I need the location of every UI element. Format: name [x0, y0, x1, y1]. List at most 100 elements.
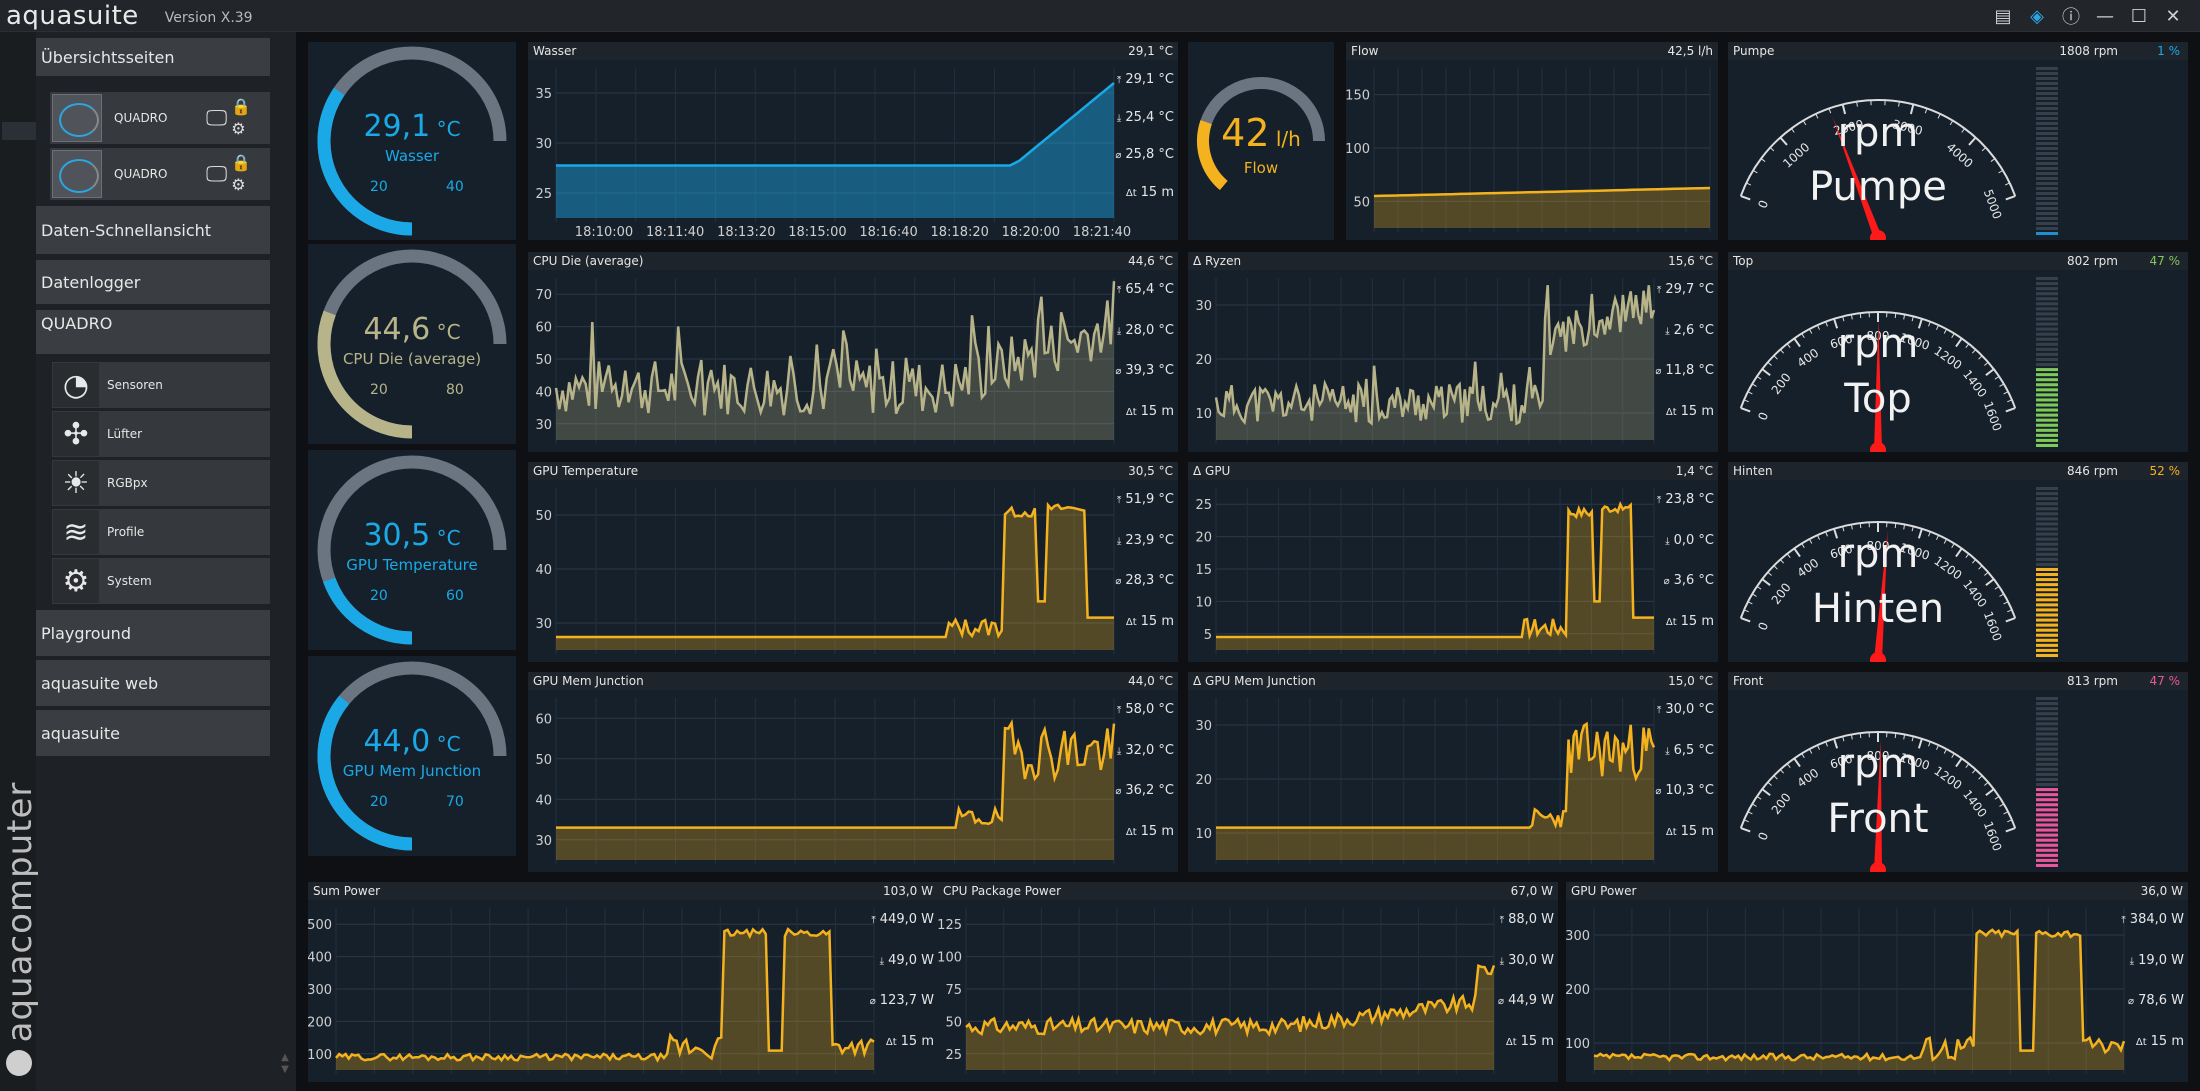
chart-title: Wasser [528, 42, 1178, 60]
stat-max: ⤒ 384,0 W [2121, 912, 2184, 928]
stat-avg: ⌀ 3,6 °C [1657, 573, 1714, 589]
chart-title: Δ Ryzen [1188, 252, 1718, 270]
series-area [1594, 929, 2124, 1070]
gear-icon[interactable]: ⚙ [231, 175, 246, 194]
level-segment [2036, 507, 2058, 511]
y-tick-label: 50 [535, 753, 552, 768]
level-segment [2036, 702, 2058, 706]
dial-tick [1968, 136, 1977, 146]
level-segment [2036, 438, 2058, 442]
dial-tick [1903, 734, 1906, 740]
min-icon: ⤓ [1116, 745, 1122, 757]
sidebar-item-overview[interactable]: Übersichtsseiten [36, 38, 270, 76]
meter-percent: 47 % [2149, 674, 2181, 688]
stat-avg: ⌀ 78,6 W [2121, 993, 2184, 1009]
dial-tick [1850, 524, 1853, 530]
sidebar-scroll-arrows[interactable]: ▲ ▼ [281, 1052, 289, 1075]
level-segment [2036, 132, 2058, 135]
sidebar-page-quadro-1[interactable]: QUADRO 🖵 🔒 ⚙ [50, 92, 270, 144]
y-tick-label: 20 [1195, 773, 1212, 788]
dial-tick [2005, 407, 2016, 413]
dial-tick [1943, 328, 1947, 334]
minimize-button[interactable]: — [2096, 5, 2114, 27]
stat-value: 3,6 °C [1673, 573, 1714, 588]
chart-plot: 35 30 25 18:10:00 18:11:40 18:13:20 18:15:00 18… [535, 68, 1131, 240]
screen-icon[interactable]: ▤ [1994, 5, 2012, 27]
level-segment [2036, 697, 2058, 701]
timespan-icon: Δt [1665, 616, 1677, 628]
y-tick-label: 50 [535, 509, 552, 524]
dial-tick [2007, 609, 2013, 613]
y-tick-label: 100 [308, 1048, 332, 1063]
nav-rgbpx[interactable]: ☀ RGBpx [52, 460, 270, 506]
sidebar-item-label: Übersichtsseiten [41, 47, 175, 67]
level-segment [2036, 197, 2058, 200]
avg-icon: ⌀ [1655, 366, 1662, 377]
dial-scale-label: 0 [1755, 830, 1771, 842]
y-tick-label: 100 [938, 951, 962, 966]
stat-value: 19,0 W [2138, 952, 2184, 968]
level-segment [2036, 337, 2058, 341]
sidebar-item-playground[interactable]: Playground [36, 610, 270, 656]
y-tick-label: 200 [1566, 983, 1590, 998]
sidebar-item-quick-view[interactable]: Daten-Schnellansicht [36, 206, 270, 254]
chart-plot: 500 400 300 200 100 [308, 908, 875, 1074]
min-icon: ⤓ [1116, 325, 1122, 337]
stat-value: 28,0 °C [1125, 322, 1174, 338]
gauge-unit: °C [430, 117, 461, 141]
dial-tick [1936, 744, 1940, 750]
level-segment [2036, 202, 2058, 205]
app-title: aquasuite [6, 0, 139, 31]
y-tick-label: 50 [535, 353, 552, 368]
lock-icon[interactable]: 🔒 [231, 153, 252, 172]
nav-luefter[interactable]: ✣ Lüfter [52, 411, 270, 457]
level-segment [2036, 823, 2058, 827]
sidebar-item-aquasuite[interactable]: aquasuite [36, 710, 270, 756]
dial-tick [1859, 523, 1862, 529]
series-line [965, 963, 1496, 1038]
level-segment [2036, 712, 2058, 716]
nav-sensoren[interactable]: ◔ Sensoren [52, 362, 270, 408]
stat-value: 51,9 °C [1125, 492, 1174, 507]
stat-value: 15 m [1140, 184, 1174, 200]
dial-tick [1773, 775, 1778, 780]
level-segment [2036, 212, 2058, 215]
dial-needle [1874, 740, 1882, 871]
dial-tick [1965, 763, 1970, 768]
sidebar-rail: aquacomputer [0, 32, 40, 1091]
level-segment [2036, 588, 2058, 592]
level-segment [2036, 863, 2058, 867]
level-segment [2036, 287, 2058, 291]
sidebar-item-aquasuite-web[interactable]: aquasuite web [36, 660, 270, 706]
info-icon[interactable]: ⓘ [2062, 7, 2080, 28]
maximize-button[interactable]: ☐ [2130, 5, 2148, 27]
chart-title: CPU Die (average) [528, 252, 1178, 270]
min-icon: ⤓ [2129, 955, 2135, 967]
sidebar-item-device[interactable]: QUADRO [36, 310, 270, 354]
sidebar-item-datalogger[interactable]: Datenlogger [36, 260, 270, 304]
level-segment [2036, 157, 2058, 160]
nav-profile[interactable]: ≋ Profile [52, 509, 270, 555]
gear-icon[interactable]: ⚙ [231, 119, 246, 138]
meter-name: Top [1844, 375, 1912, 422]
monitor-icon[interactable]: 🖵 [206, 105, 228, 131]
level-segment [2036, 537, 2058, 541]
lock-icon[interactable]: 🔒 [231, 97, 252, 116]
dial-scale-label: 600 [1828, 752, 1854, 772]
gauge-number: 30,5 [363, 518, 431, 553]
close-button[interactable]: ✕ [2165, 5, 2181, 27]
nav-system[interactable]: ⚙ System [52, 558, 270, 604]
max-icon: ⤒ [1656, 705, 1662, 716]
monitor-icon[interactable]: 🖵 [206, 161, 228, 187]
level-segment [2036, 388, 2058, 392]
sidebar-page-quadro-2[interactable]: QUADRO 🖵 🔒 ⚙ [50, 148, 270, 200]
gauge-max: 60 [446, 588, 464, 604]
level-segment [2036, 147, 2058, 150]
layers-icon[interactable]: ◈ [2030, 5, 2044, 27]
dial-tick [1903, 524, 1906, 530]
timespan-icon: Δt [1125, 616, 1137, 628]
level-segment [2036, 322, 2058, 326]
level-segment [2036, 363, 2058, 367]
stat-value: 15 m [1140, 823, 1174, 839]
level-segment [2036, 227, 2058, 230]
